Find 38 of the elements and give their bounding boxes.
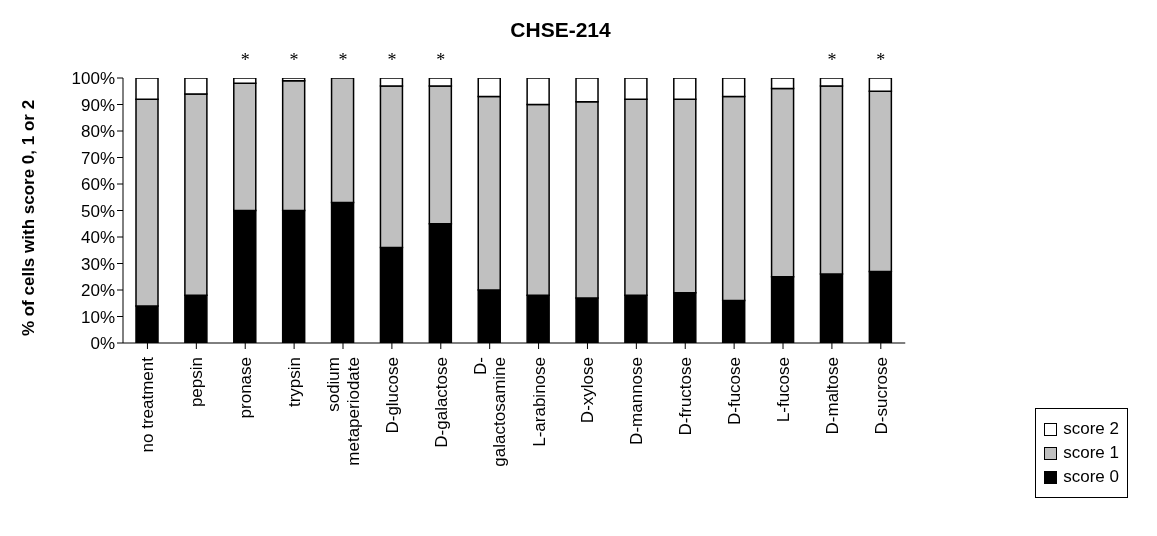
legend-label: score 1 bbox=[1063, 443, 1119, 463]
x-tick-label: pronase bbox=[236, 357, 256, 419]
y-axis-title: % of cells with score 0, 1 or 2 bbox=[19, 99, 39, 337]
y-tick-label: 70% bbox=[80, 148, 115, 168]
y-tick-label: 10% bbox=[80, 307, 115, 327]
x-tick-label: D-galactosamine bbox=[470, 357, 510, 467]
chart-title: CHSE-214 bbox=[509, 18, 612, 42]
annotation: * bbox=[876, 50, 886, 70]
annotation: * bbox=[289, 50, 299, 70]
y-tick-label: 20% bbox=[80, 281, 115, 301]
legend-label: score 2 bbox=[1063, 419, 1119, 439]
x-tick-label: pepsin bbox=[187, 357, 207, 408]
x-tick-label: D-glucose bbox=[382, 357, 402, 434]
y-tick-label: 90% bbox=[80, 95, 115, 115]
annotation: * bbox=[827, 50, 837, 70]
annotation: * bbox=[387, 50, 397, 70]
legend-label: score 0 bbox=[1063, 467, 1119, 487]
x-tick-label: L-arabinose bbox=[529, 357, 549, 447]
x-tick-label: D-xylose bbox=[578, 357, 598, 424]
y-tick-label: 40% bbox=[80, 228, 115, 248]
y-tick-label: 0% bbox=[90, 334, 115, 354]
x-tick-label: D-maltose bbox=[822, 357, 842, 435]
annotation: * bbox=[338, 50, 348, 70]
x-tick-label: D-galactose bbox=[431, 357, 451, 448]
x-tick-label: D-fructose bbox=[676, 357, 696, 436]
y-tick-label: 80% bbox=[80, 122, 115, 142]
y-tick-label: 100% bbox=[71, 69, 115, 89]
y-tick-label: 60% bbox=[80, 175, 115, 195]
x-tick-label: D-fucose bbox=[725, 357, 745, 426]
x-tick-label: no treatment bbox=[138, 356, 158, 453]
y-tick-label: 50% bbox=[80, 201, 115, 221]
annotation: * bbox=[436, 50, 446, 70]
annotation: * bbox=[240, 50, 250, 70]
x-tick-label: L-fucose bbox=[773, 357, 793, 423]
x-tick-label: D-sucrose bbox=[871, 357, 891, 435]
x-tick-label: D-mannose bbox=[627, 357, 647, 445]
y-tick-label: 30% bbox=[80, 254, 115, 274]
x-tick-label: trypsin bbox=[285, 357, 305, 408]
